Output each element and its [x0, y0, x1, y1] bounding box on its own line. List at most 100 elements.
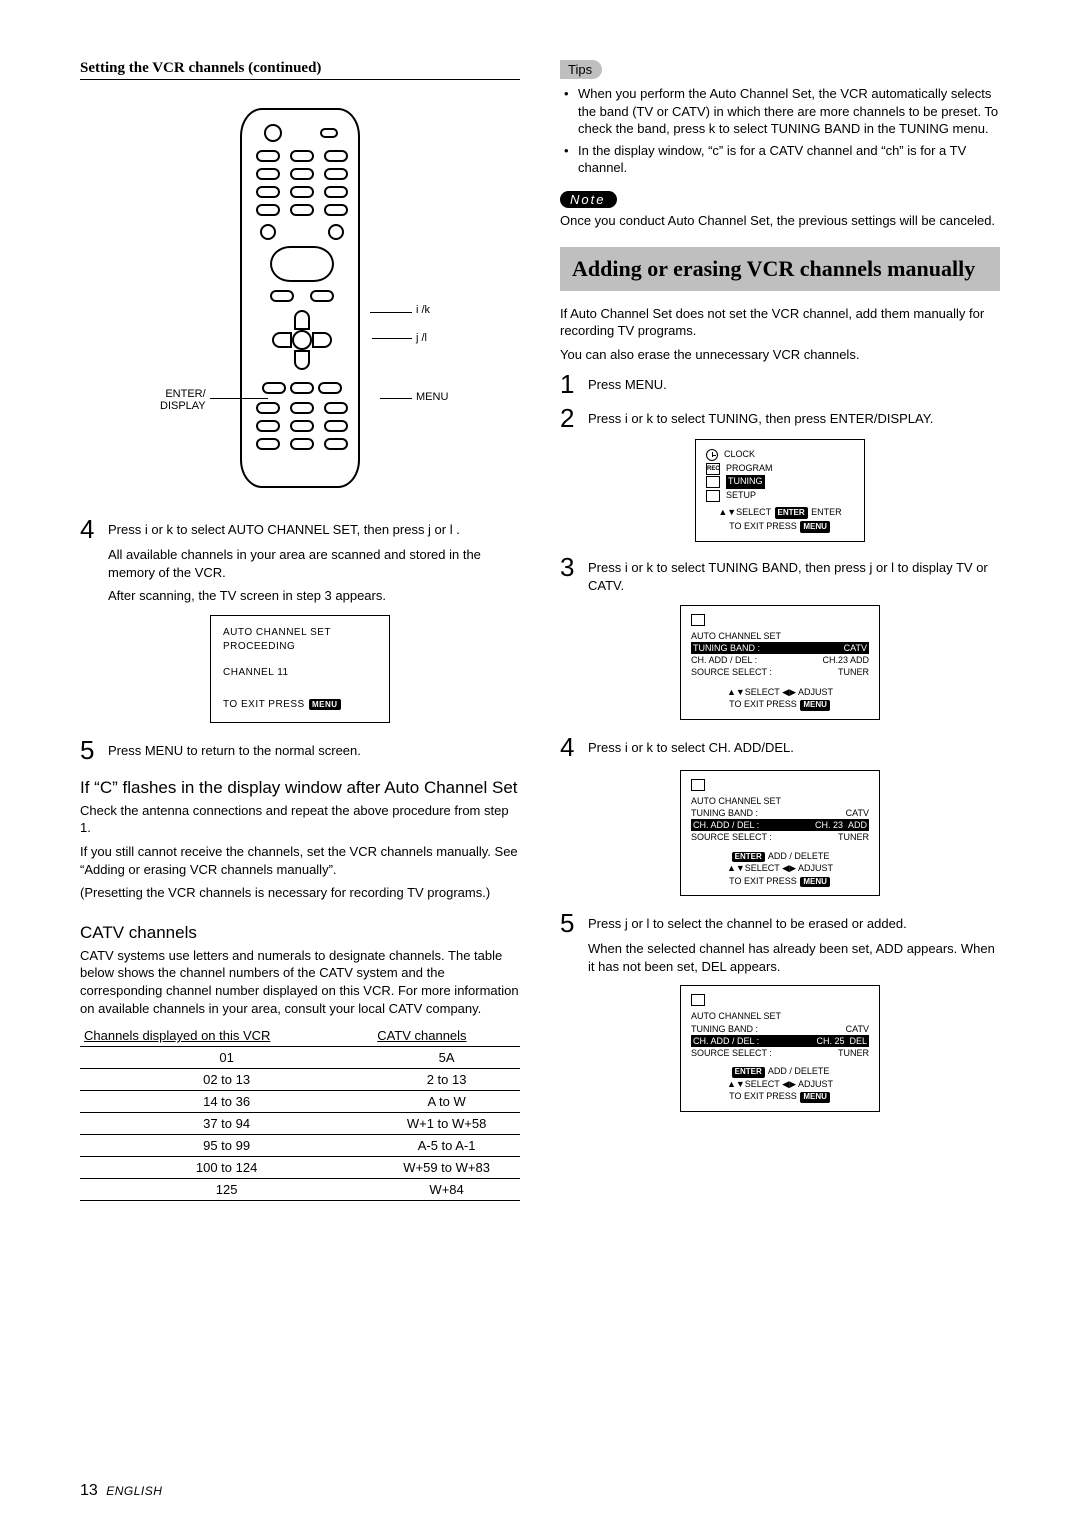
section-title: Setting the VCR channels (continued) [80, 60, 520, 80]
step-number: 3 [560, 554, 578, 594]
note-text: Once you conduct Auto Channel Set, the p… [560, 212, 1000, 230]
section-banner: Adding or erasing VCR channels manually [560, 247, 1000, 291]
osd-line: CHANNEL 11 [223, 666, 377, 680]
osd-footer: ▲▼SELECT ENTER ENTER [706, 506, 854, 520]
tuner-icon [691, 994, 705, 1006]
osd-line: TUNING BAND :CATV [691, 1023, 869, 1035]
osd-footer: ▲▼SELECT ◀▶ ADJUST [691, 1078, 869, 1090]
osd-line: AUTO CHANNEL SET [691, 1010, 869, 1022]
step-number: 5 [80, 737, 98, 763]
osd-footer: TO EXIT PRESS MENU [691, 875, 869, 888]
step-2: 2 Press i or k to select TUNING, then pr… [560, 405, 1000, 431]
osd-line: TO EXIT PRESS MENU [223, 698, 377, 712]
right-column: Tips •When you perform the Auto Channel … [560, 60, 1000, 1201]
osd-footer: TO EXIT PRESS MENU [691, 698, 869, 711]
osd-line: SOURCE SELECT :TUNER [691, 666, 869, 678]
osd-item: PROGRAM [726, 462, 773, 476]
catv-paragraph: CATV systems use letters and numerals to… [80, 947, 520, 1017]
step-body: Press MENU. [588, 371, 667, 397]
table-row: 37 to 94W+1 to W+58 [80, 1113, 520, 1135]
tuning-icon [706, 476, 720, 488]
osd-item: CLOCK [724, 448, 755, 462]
step-4r: 4 Press i or k to select CH. ADD/DEL. [560, 734, 1000, 760]
page-footer: 13 ENGLISH [80, 1482, 162, 1500]
tuner-icon [691, 779, 705, 791]
note-label: Note [560, 191, 617, 208]
osd-footer: TO EXIT PRESS MENU [691, 1090, 869, 1103]
osd-tuning-2: AUTO CHANNEL SET TUNING BAND :CATV CH. A… [680, 770, 880, 896]
osd-auto-channel: AUTO CHANNEL SET PROCEEDING CHANNEL 11 T… [210, 615, 390, 723]
step-3: 3 Press i or k to select TUNING BAND, th… [560, 554, 1000, 594]
step-4-note-1: All available channels in your area are … [108, 546, 520, 581]
setup-icon [706, 490, 720, 502]
tip-2: •In the display window, “c” is for a CAT… [564, 142, 1000, 177]
osd-line-highlight: TUNING BAND :CATV [691, 642, 869, 654]
page-language: ENGLISH [106, 1484, 162, 1498]
table-row: 14 to 36A to W [80, 1091, 520, 1113]
intro-1: If Auto Channel Set does not set the VCR… [560, 305, 1000, 340]
remote-label-jl: j /l [416, 332, 427, 344]
osd-main-menu: CLOCK REC PROGRAM TUNING SETUP ▲▼SELECT E… [695, 439, 865, 542]
osd-footer: ENTER ADD / DELETE [691, 850, 869, 863]
remote-diagram: i /k j /l MENU ENTER/ DISPLAY [80, 98, 520, 498]
page-number: 13 [80, 1482, 98, 1499]
step-5: 5 Press MENU to return to the normal scr… [80, 737, 520, 763]
osd-footer: ▲▼SELECT ◀▶ ADJUST [691, 862, 869, 874]
tip-1: •When you perform the Auto Channel Set, … [564, 85, 1000, 138]
osd-line: AUTO CHANNEL SET [223, 626, 377, 640]
step-body: Press j or l to select the channel to be… [588, 910, 907, 936]
step-body: Press i or k to select CH. ADD/DEL. [588, 734, 794, 760]
osd-line: AUTO CHANNEL SET [691, 630, 869, 642]
step-number: 2 [560, 405, 578, 431]
c-flash-heading: If “C” flashes in the display window aft… [80, 777, 520, 798]
osd-footer: ENTER ADD / DELETE [691, 1065, 869, 1078]
tuner-icon [691, 614, 705, 626]
step-1: 1 Press MENU. [560, 371, 1000, 397]
osd-line: PROCEEDING [223, 640, 377, 654]
intro-2: You can also erase the unnecessary VCR c… [560, 346, 1000, 364]
osd-footer: ▲▼SELECT ◀▶ ADJUST [691, 686, 869, 698]
osd-footer: TO EXIT PRESS MENU [706, 520, 854, 534]
step-number: 5 [560, 910, 578, 936]
table-row: 125W+84 [80, 1179, 520, 1201]
osd-line: TUNING BAND :CATV [691, 807, 869, 819]
osd-tuning-1: AUTO CHANNEL SET TUNING BAND :CATV CH. A… [680, 605, 880, 721]
catv-th-2: CATV channels [373, 1025, 520, 1047]
osd-line: SOURCE SELECT :TUNER [691, 1047, 869, 1059]
step-4-note-2: After scanning, the TV screen in step 3 … [108, 587, 520, 605]
osd-tuning-3: AUTO CHANNEL SET TUNING BAND :CATV CH. A… [680, 985, 880, 1111]
step-number: 4 [80, 516, 98, 542]
step-5r: 5 Press j or l to select the channel to … [560, 910, 1000, 936]
step-body: Press i or k to select TUNING, then pres… [588, 405, 933, 431]
c-flash-p3: (Presetting the VCR channels is necessar… [80, 884, 520, 902]
osd-line-highlight: CH. ADD / DEL :CH. 23 ADD [691, 819, 869, 831]
table-row: 100 to 124W+59 to W+83 [80, 1157, 520, 1179]
table-row: 015A [80, 1047, 520, 1069]
osd-item: TUNING [726, 475, 765, 489]
table-row: 02 to 132 to 13 [80, 1069, 520, 1091]
step-number: 4 [560, 734, 578, 760]
c-flash-p1: Check the antenna connections and repeat… [80, 802, 520, 837]
remote-label-enter: ENTER/ DISPLAY [160, 388, 206, 412]
step-5-note: When the selected channel has already be… [588, 940, 1000, 975]
osd-line: AUTO CHANNEL SET [691, 795, 869, 807]
table-row: 95 to 99A-5 to A-1 [80, 1135, 520, 1157]
step-body: Press i or k to select AUTO CHANNEL SET,… [108, 516, 460, 542]
step-4: 4 Press i or k to select AUTO CHANNEL SE… [80, 516, 520, 542]
remote-label-menu: MENU [416, 391, 448, 403]
osd-line: CH. ADD / DEL :CH.23 ADD [691, 654, 869, 666]
osd-item: SETUP [726, 489, 756, 503]
remote-label-ik: i /k [416, 304, 430, 316]
catv-th-1: Channels displayed on this VCR [80, 1025, 373, 1047]
osd-line: SOURCE SELECT :TUNER [691, 831, 869, 843]
c-flash-p2: If you still cannot receive the channels… [80, 843, 520, 878]
osd-line-highlight: CH. ADD / DEL :CH. 25 DEL [691, 1035, 869, 1047]
left-column: Setting the VCR channels (continued) [80, 60, 520, 1201]
step-body: Press i or k to select TUNING BAND, then… [588, 554, 1000, 594]
clock-icon [706, 449, 718, 461]
catv-heading: CATV channels [80, 922, 520, 943]
step-number: 1 [560, 371, 578, 397]
rec-icon: REC [706, 463, 720, 475]
tips-label: Tips [560, 60, 602, 79]
step-body: Press MENU to return to the normal scree… [108, 737, 361, 763]
